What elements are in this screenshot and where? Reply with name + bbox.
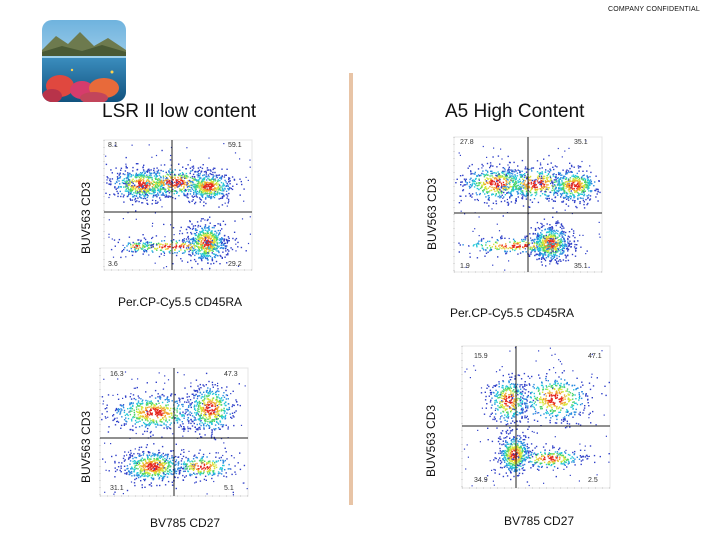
flow-plot-a5-cd45ra: 27.8 35.1 1.9 35.1 (446, 133, 606, 278)
quadrant-br: 35.1 (574, 263, 588, 270)
confidential-label: COMPANY CONFIDENTIAL (607, 6, 700, 13)
quadrant-bl: 34.9 (474, 477, 488, 484)
quadrant-bl: 1.9 (460, 263, 470, 270)
quadrant-tr: 35.1 (574, 139, 588, 146)
flow-plot-lsr-cd45ra: 8.1 59.1 3.6 29.2 (96, 136, 256, 276)
density-dots (463, 347, 610, 487)
plot-frame (461, 345, 611, 489)
quadrant-tl: 27.8 (460, 139, 474, 146)
quadrant-br: 2.5 (588, 477, 598, 484)
plot-frame (103, 139, 253, 271)
panel-ylabel-lsr: BUV563 CD3 (79, 181, 93, 254)
panel-ylabel-lsr-cd27: BUV563 CD3 (79, 410, 93, 483)
density-dots (455, 140, 601, 271)
quadrant-br: 5.1 (224, 485, 234, 492)
panel-xlabel-lsr: Per.CP-Cy5.5 CD45RA (118, 295, 243, 309)
panel-ylabel-a5: BUV563 CD3 (425, 177, 439, 250)
vertical-divider (349, 73, 353, 505)
flow-plot-lsr-cd27: 16.3 47.3 31.1 5.1 (92, 364, 252, 502)
panel-title-a5: A5 High Content (445, 101, 585, 122)
panel-xlabel-a5: Per.CP-Cy5.5 CD45RA (450, 306, 575, 320)
flow-plot-a5-cd27: 15.9 47.1 34.9 2.5 (454, 342, 614, 494)
panel-title-lsr: LSR II low content (102, 101, 257, 122)
panel-xlabel-a5-cd27: BV785 CD27 (504, 514, 575, 528)
quadrant-bl: 31.1 (110, 485, 124, 492)
quadrant-tl: 15.9 (474, 353, 488, 360)
density-dots (105, 143, 251, 270)
quadrant-bl: 3.6 (108, 261, 118, 268)
quadrant-tl: 16.3 (110, 371, 124, 378)
panel-xlabel-lsr-cd27: BV785 CD27 (150, 516, 221, 530)
quadrant-br: 29.2 (228, 261, 242, 268)
ocean-reef-logo-icon (42, 20, 126, 102)
quadrant-tr: 59.1 (228, 142, 242, 149)
quadrant-tr: 47.3 (224, 371, 238, 378)
panel-ylabel-a5-cd27: BUV563 CD3 (424, 404, 438, 477)
quadrant-tl: 8.1 (108, 142, 118, 149)
quadrant-tr: 47.1 (588, 353, 602, 360)
